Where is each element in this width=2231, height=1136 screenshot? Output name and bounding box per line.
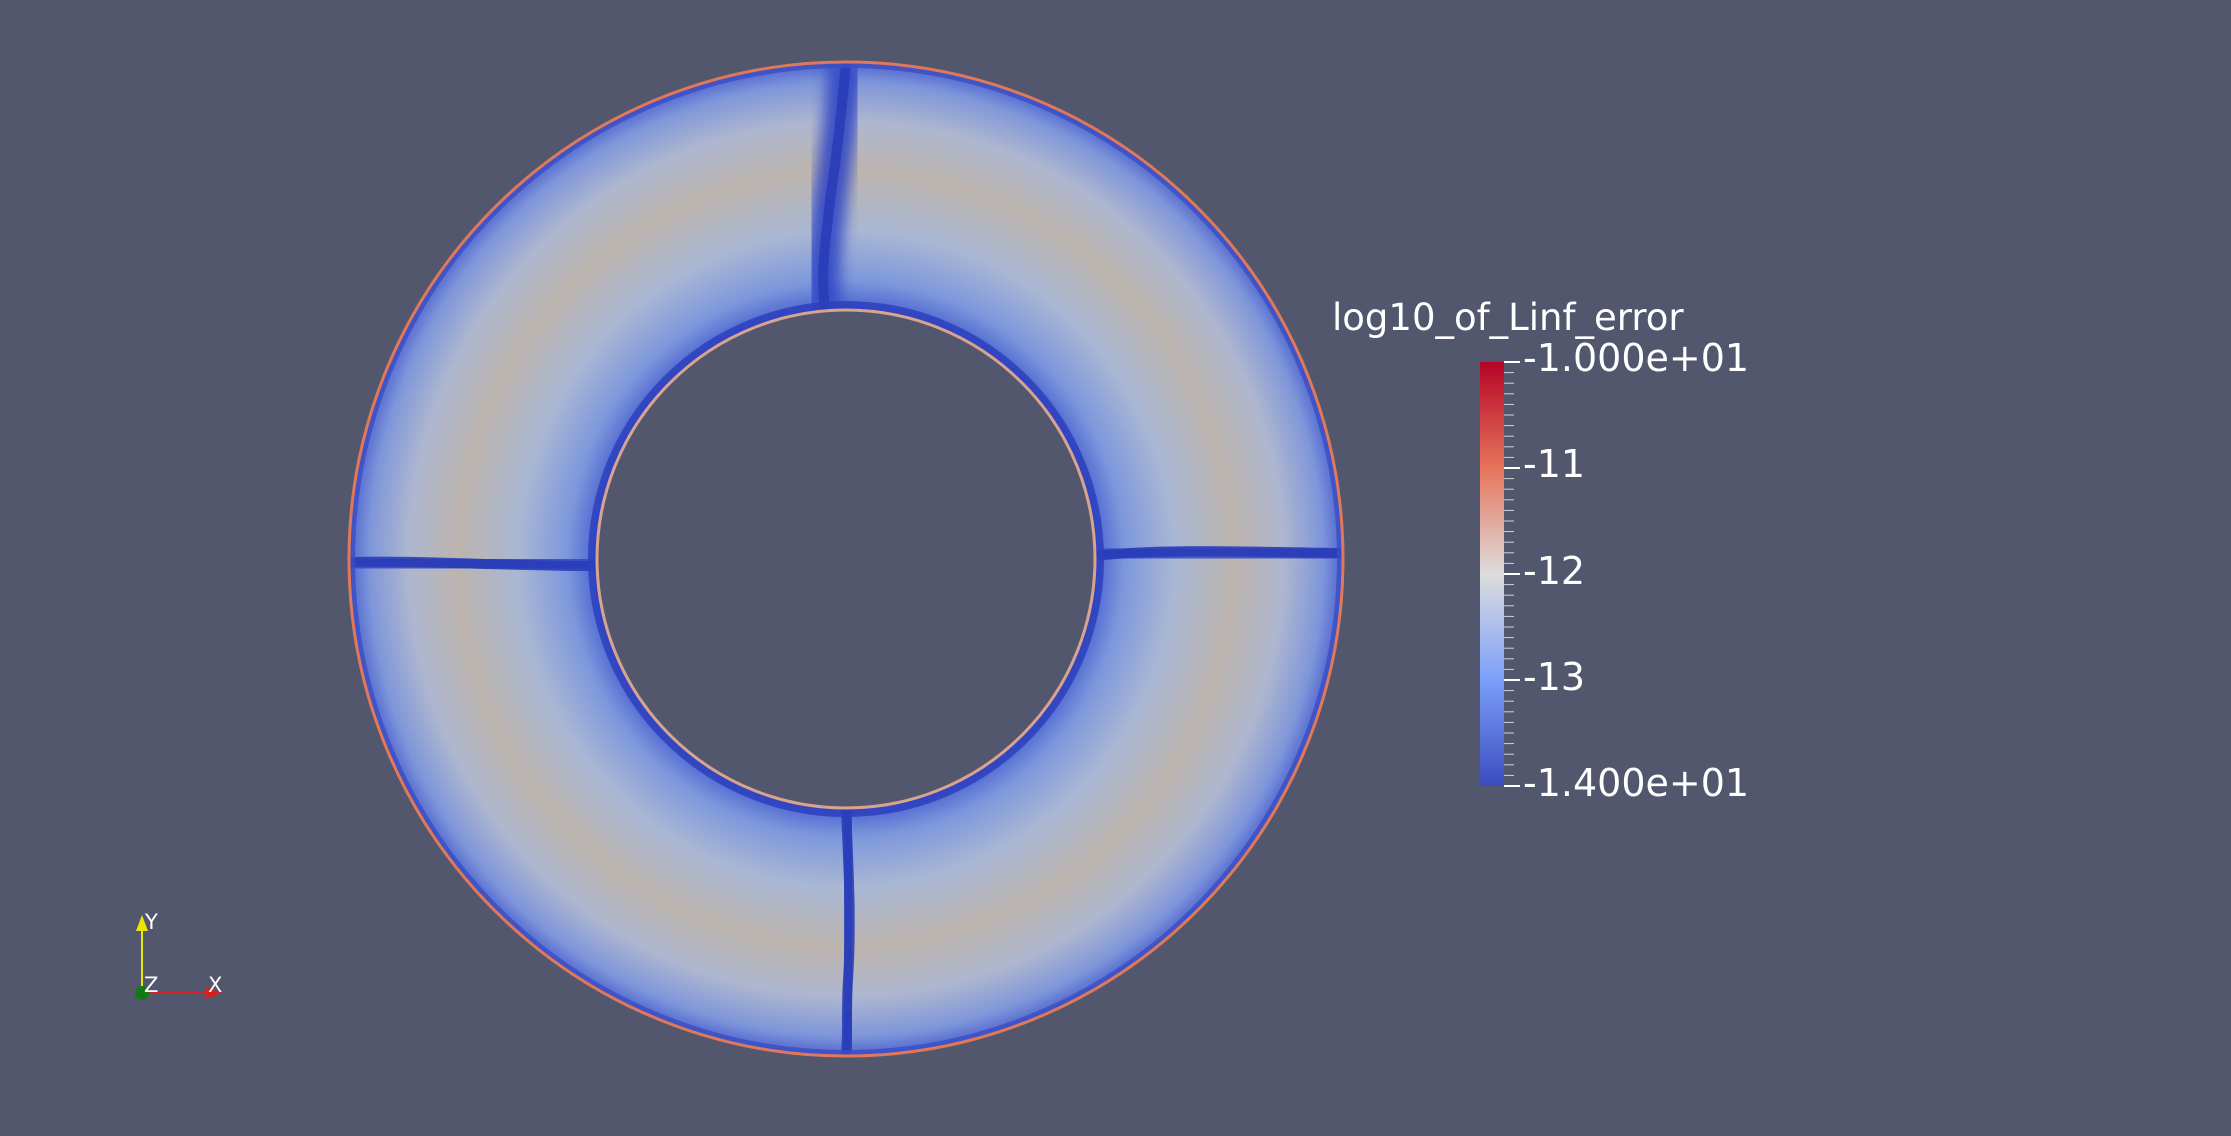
scalar-bar-label-12: -12 <box>1523 549 1586 593</box>
annulus-field <box>347 60 1345 1058</box>
orientation-axes <box>135 915 222 1000</box>
scalar-bar-label-min: -1.400e+01 <box>1523 761 1750 805</box>
x-axis-label: X <box>208 973 223 997</box>
scalar-bar-label-13: -13 <box>1523 655 1586 699</box>
low-error-seams <box>348 60 1344 1058</box>
z-axis-dot <box>135 986 149 1000</box>
x-axis-arrow <box>206 987 222 999</box>
scalar-bar[interactable] <box>1480 361 1520 787</box>
scalar-bar-ticks <box>1504 361 1520 787</box>
scalar-bar-gradient <box>1480 362 1504 786</box>
y-axis-label: Y <box>145 910 158 934</box>
scalar-bar-label-max: -1.000e+01 <box>1523 336 1750 380</box>
scalar-bar-label-11: -11 <box>1523 442 1586 486</box>
z-axis-label: Z <box>144 973 159 997</box>
y-axis-arrow <box>136 915 148 931</box>
scalar-bar-title: log10_of_Linf_error <box>1332 296 1684 339</box>
